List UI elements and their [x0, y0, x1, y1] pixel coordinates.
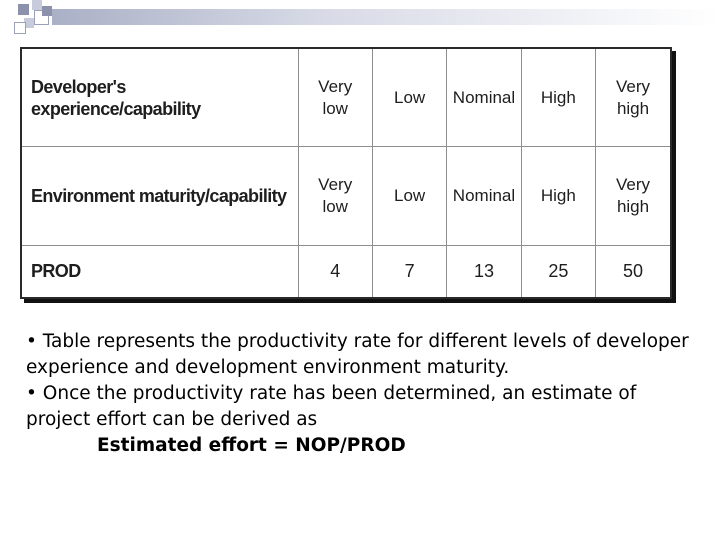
- table-cell: Very low: [297, 49, 373, 148]
- table-cell: Nominal: [446, 49, 522, 148]
- table-cell: 13: [446, 244, 522, 297]
- table-cell: 50: [595, 244, 670, 297]
- table-row-prod: PROD 4 7 13 25 50: [22, 244, 670, 297]
- table-cell: Nominal: [446, 146, 522, 246]
- row-label: Developer's experience/capability: [22, 49, 299, 148]
- table-cell: High: [520, 49, 597, 148]
- effort-formula: Estimated effort = NOP/PROD: [97, 435, 406, 456]
- row-label: Environment maturity/capability: [22, 146, 299, 246]
- deco-square: [14, 22, 26, 34]
- table-row-environment-maturity: Environment maturity/capability Very low…: [22, 146, 670, 246]
- deco-square: [32, 0, 42, 10]
- title-decoration: [0, 0, 720, 40]
- table-cell: Very high: [595, 146, 670, 246]
- productivity-table-figure: Developer's experience/capability Very l…: [20, 47, 672, 299]
- table-cell: Low: [371, 146, 448, 246]
- table-cell: 7: [371, 244, 448, 297]
- row-label: PROD: [22, 244, 299, 297]
- table-row-developer-experience: Developer's experience/capability Very l…: [22, 49, 670, 148]
- bullet-point: • Table represents the productivity rate…: [26, 331, 689, 378]
- slide-body-text: • Table represents the productivity rate…: [26, 329, 706, 459]
- table-cell: Very low: [297, 146, 373, 246]
- table-cell: Low: [371, 49, 448, 148]
- table-cell: Very high: [595, 49, 670, 148]
- deco-square: [42, 6, 52, 16]
- bullet-point: • Once the productivity rate has been de…: [26, 383, 637, 430]
- table-cell: 4: [297, 244, 373, 297]
- productivity-table: Developer's experience/capability Very l…: [22, 49, 670, 297]
- deco-square: [18, 4, 29, 15]
- table-cell: High: [520, 146, 597, 246]
- table-cell: 25: [520, 244, 597, 297]
- gradient-band: [52, 9, 720, 25]
- deco-square: [24, 18, 34, 28]
